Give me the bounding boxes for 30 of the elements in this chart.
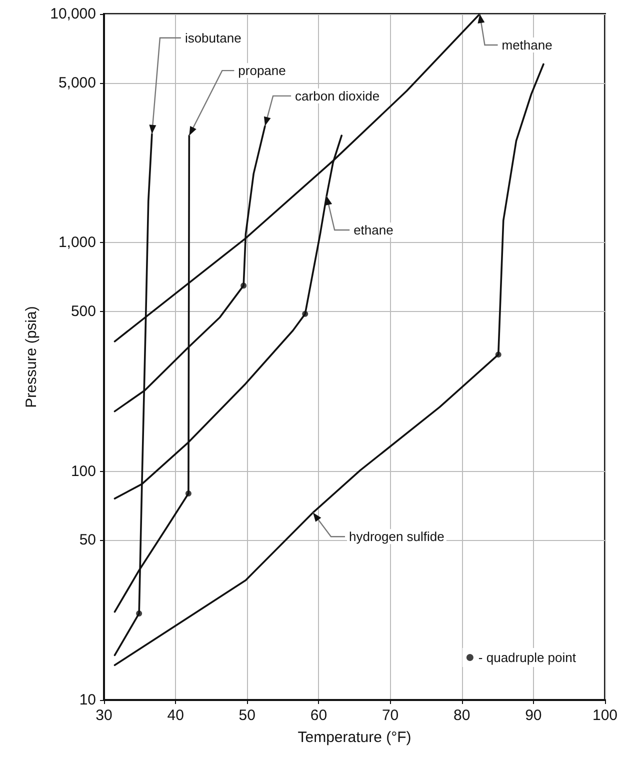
x-tick-label: 60 bbox=[310, 707, 328, 724]
y-tick-label: 10,000 bbox=[50, 6, 96, 22]
y-tick-label: 10 bbox=[79, 692, 96, 708]
point bbox=[495, 352, 502, 358]
y-tick-label: 100 bbox=[70, 462, 96, 480]
point bbox=[136, 610, 142, 616]
y-axis-title: Pressure (psia) bbox=[23, 306, 40, 408]
text: carbon dioxide bbox=[295, 88, 380, 104]
x-tick-label: 100 bbox=[592, 707, 618, 724]
x-tick-label: 90 bbox=[525, 707, 542, 724]
y-tick-label: 50 bbox=[79, 532, 96, 549]
x-tick-label: 40 bbox=[167, 707, 184, 724]
legend-label: - quadruple point bbox=[478, 650, 576, 665]
y-tick-label: 1,000 bbox=[58, 234, 96, 252]
x-tick-label: 50 bbox=[238, 707, 256, 724]
x-tick-label: 80 bbox=[454, 707, 470, 724]
y-tick-label: 500 bbox=[70, 303, 96, 320]
line-series bbox=[114, 63, 544, 666]
point bbox=[240, 282, 247, 289]
text: propane bbox=[238, 63, 286, 78]
x-tick-label: 30 bbox=[96, 707, 112, 724]
text: hydrogen sulfide bbox=[348, 529, 444, 544]
x-tick-label: 70 bbox=[382, 707, 399, 724]
text: ethane bbox=[354, 222, 394, 238]
point bbox=[302, 310, 308, 317]
text: methane bbox=[502, 38, 552, 52]
point bbox=[185, 490, 192, 496]
text: isobutane bbox=[184, 30, 242, 46]
y-tick-label: 5,000 bbox=[58, 74, 96, 92]
x-axis-title: Temperature (°F) bbox=[298, 729, 412, 746]
